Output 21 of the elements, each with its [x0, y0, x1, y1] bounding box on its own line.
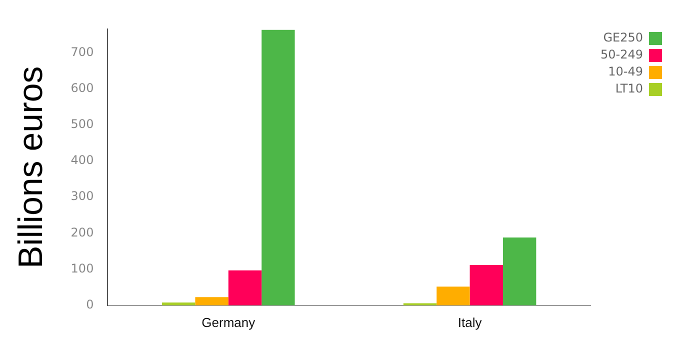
bar [262, 30, 295, 306]
y-tick-label: 100 [70, 261, 94, 276]
bar [502, 238, 536, 306]
bar [228, 270, 262, 306]
bar [470, 264, 503, 306]
bar [436, 286, 470, 306]
legend-label: 50-249 [600, 48, 643, 62]
x-tick-label: Italy [458, 314, 482, 330]
y-tick-label: 400 [70, 153, 94, 168]
y-axis-title: Billions euros [12, 66, 50, 268]
legend-label: GE250 [603, 30, 643, 45]
y-tick-label: 600 [70, 80, 94, 95]
legend-label: LT10 [615, 82, 643, 96]
y-tick-label: 0 [86, 298, 94, 312]
y-tick-label: 500 [70, 117, 94, 131]
x-tick-label: Germany [202, 314, 256, 330]
y-tick-label: 300 [70, 189, 94, 204]
bar [195, 297, 228, 306]
legend-label: 10-49 [608, 64, 643, 79]
y-tick-label: 700 [70, 44, 94, 59]
y-tick-label: 200 [70, 225, 94, 240]
